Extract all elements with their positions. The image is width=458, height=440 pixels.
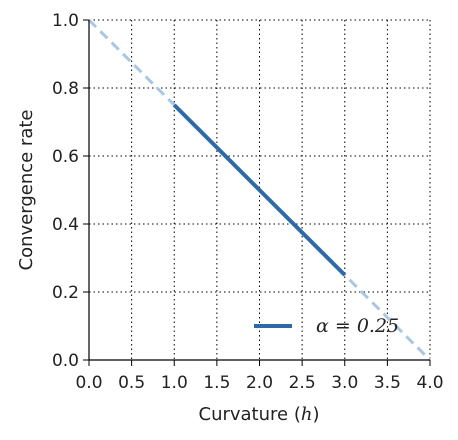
y-tick-label: 1.0 <box>52 11 79 31</box>
x-axis-label-var: h <box>301 404 313 425</box>
x-axis-label-suffix: ) <box>312 404 319 425</box>
axes <box>83 19 431 366</box>
x-tick-label: 0.5 <box>118 373 145 393</box>
y-axis-label: Convergence rate <box>16 110 37 271</box>
legend: α = 0.25 <box>254 315 399 337</box>
y-tick-label: 0.0 <box>52 351 79 371</box>
legend-label: α = 0.25 <box>316 315 399 337</box>
y-tick-label: 0.8 <box>52 79 79 99</box>
x-tick-label: 2.0 <box>246 373 273 393</box>
series-line <box>172 103 347 277</box>
y-tick-label: 0.2 <box>52 283 79 303</box>
series-layer <box>87 18 432 362</box>
x-tick-label: 1.0 <box>161 373 188 393</box>
y-tick-label: 0.6 <box>52 147 79 167</box>
x-tick-label: 2.5 <box>289 373 316 393</box>
x-tick-label: 1.5 <box>203 373 230 393</box>
y-tick-label: 0.4 <box>52 215 79 235</box>
x-tick-label: 0.0 <box>75 373 102 393</box>
x-tick-label: 4.0 <box>416 373 443 393</box>
x-axis-label-prefix: Curvature ( <box>199 404 301 425</box>
x-tick-label: 3.5 <box>374 373 401 393</box>
x-tick-label: 3.0 <box>331 373 358 393</box>
tick-labels: 0.0 0.5 1.0 1.5 2.0 2.5 3.0 3.5 4.0 0.0 0.2 0.4 0.6 0… <box>52 11 444 393</box>
x-axis-label: Curvature (h) <box>199 404 320 425</box>
